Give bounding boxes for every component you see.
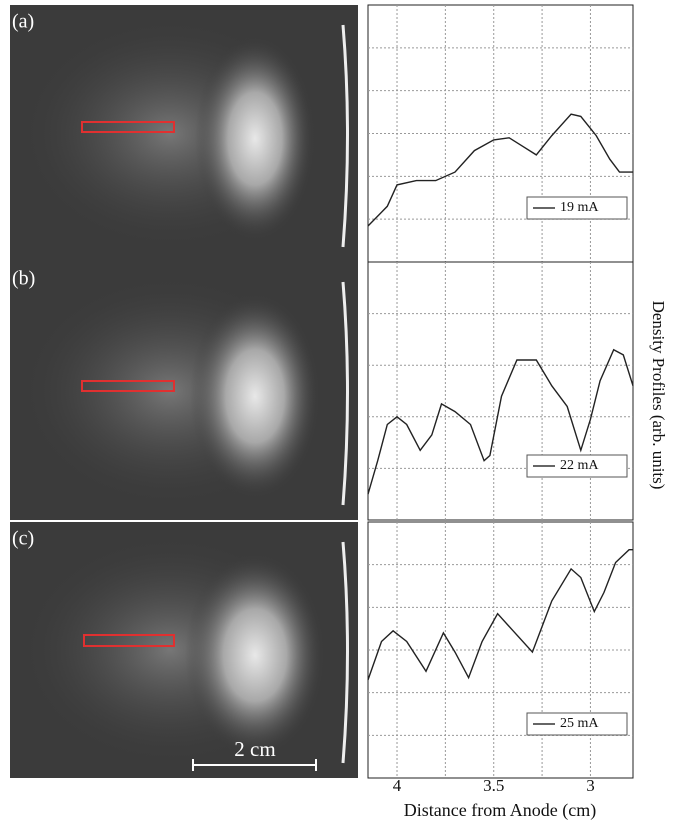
legend-label: 19 mA [560, 200, 599, 215]
x-tick-label: 3.5 [483, 776, 504, 795]
x-tick-label: 4 [393, 776, 402, 795]
image-glow [195, 36, 315, 242]
panel-label: (b) [12, 268, 35, 290]
scale-bar-label: 2 cm [234, 737, 275, 761]
figure: (a) (b) (c) 2 cm 19 mA 22 mA 4 3.5 3 25 mA Distanc… [0, 0, 674, 826]
y-axis-title: Density Profiles (arb. units) [649, 301, 668, 490]
legend-label: 22 mA [560, 458, 599, 473]
x-axis-title: Distance from Anode (cm) [404, 800, 596, 821]
x-tick-label: 3 [586, 776, 595, 795]
panel-label: (c) [12, 528, 34, 550]
image-glow [190, 293, 320, 499]
image-glow [185, 553, 325, 758]
plot-area [368, 262, 633, 520]
legend-label: 25 mA [560, 716, 599, 731]
panel-label: (a) [12, 11, 34, 33]
